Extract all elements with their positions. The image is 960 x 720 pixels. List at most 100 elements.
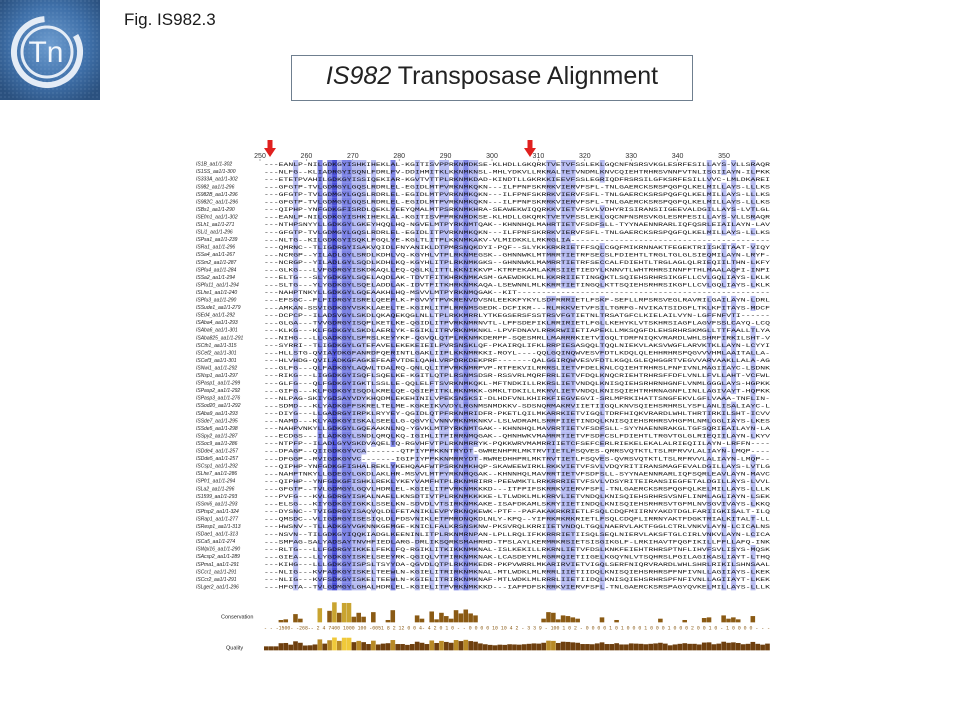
residue-shade xyxy=(341,348,347,357)
ruler-tick-label: 320 xyxy=(579,153,591,160)
residue-shade xyxy=(327,197,333,206)
quality-bar xyxy=(648,643,654,651)
residue-shade xyxy=(293,348,299,357)
residue-shade xyxy=(551,469,557,478)
residue-shade xyxy=(706,582,712,591)
residue-shade xyxy=(371,311,377,319)
sequence-text: ---ELTG---SLYGDKGYLSQELAQDLAK-TDVTFITKHR… xyxy=(264,274,771,281)
residue-shade xyxy=(346,552,352,561)
residue-shade xyxy=(332,333,338,342)
residue-shade xyxy=(444,378,450,387)
residue-shade xyxy=(341,545,347,553)
residue-shade xyxy=(463,258,469,266)
residue-shade xyxy=(551,371,557,379)
residue-shade xyxy=(750,545,756,553)
residue-shade xyxy=(361,499,367,508)
conservation-track: Conservation xyxy=(221,602,756,623)
quality-bar xyxy=(478,643,483,651)
residue-shade xyxy=(317,371,323,379)
residue-shade xyxy=(414,341,420,349)
quality-bar xyxy=(458,641,464,651)
quality-bar xyxy=(755,643,761,651)
residue-shade xyxy=(371,318,377,327)
quality-bar xyxy=(453,640,459,651)
residue-shade xyxy=(293,182,299,191)
residue-shade xyxy=(473,378,479,387)
residue-shade xyxy=(332,295,338,304)
residue-shade xyxy=(750,552,756,561)
residue-shade xyxy=(546,250,552,259)
residue-shade xyxy=(560,182,566,191)
residue-shade xyxy=(546,424,552,432)
residue-shade xyxy=(361,386,367,395)
residue-shade xyxy=(750,258,756,266)
residue-shade xyxy=(706,537,712,546)
residue-shade xyxy=(429,182,435,191)
residue-shade xyxy=(551,386,557,395)
sequence-text: ---ECDGS---ILADKGYLSNDLQRQLKQ-IGIHLITPIR… xyxy=(264,433,771,440)
residue-shade xyxy=(356,182,362,191)
residue-shade xyxy=(336,424,342,432)
residue-shade xyxy=(429,303,435,311)
residue-shade xyxy=(750,295,756,304)
residue-shade xyxy=(346,522,352,530)
residue-shade xyxy=(546,182,552,191)
sequence-id: ISPfu11_aa1/1-294 xyxy=(196,282,239,288)
residue-shade xyxy=(721,454,727,462)
residue-shade xyxy=(346,326,352,334)
residue-shade xyxy=(731,326,737,334)
residue-shade xyxy=(570,394,576,402)
residue-shade xyxy=(546,537,552,546)
residue-shade xyxy=(346,273,352,281)
residue-shade xyxy=(293,499,299,508)
residue-shade xyxy=(546,409,552,417)
residue-shade xyxy=(599,378,605,387)
sequence-text: ---ETETPVAHILGDKGYISSIQEKIAR-KGVTVTTPLRK… xyxy=(264,176,770,183)
sequence-text: ---NLIG---KVFADKGYISKELTEEWLN-KGIELITRIR… xyxy=(264,569,771,576)
residue-shade xyxy=(463,582,469,591)
residue-shade xyxy=(706,243,712,251)
residue-shade xyxy=(439,409,445,417)
sequence-id: ISPma1_aa1/1-291 xyxy=(196,562,239,568)
residue-shade xyxy=(565,484,571,493)
conservation-bar xyxy=(385,619,391,623)
residue-shade xyxy=(731,492,737,500)
residue-shade xyxy=(570,462,576,470)
residue-shade xyxy=(706,273,712,281)
residue-shade xyxy=(293,167,299,176)
residue-shade xyxy=(336,243,342,251)
sequence-id: ISCth1_aa1/1-315 xyxy=(196,343,237,349)
residue-shade xyxy=(599,212,605,221)
sequence-id: ISSa2_aa1/1-294 xyxy=(196,275,235,281)
residue-shade xyxy=(565,250,571,259)
residue-shade xyxy=(468,514,474,523)
residue-shade xyxy=(439,522,445,530)
residue-shade xyxy=(453,243,459,251)
quality-bar xyxy=(502,644,508,651)
residue-shade xyxy=(560,212,566,221)
residue-shade xyxy=(346,227,352,236)
residue-shade xyxy=(444,311,450,319)
residue-shade xyxy=(463,439,469,447)
residue-shade xyxy=(453,552,459,561)
residue-shade xyxy=(361,514,367,523)
residue-shade xyxy=(346,303,352,311)
quality-bar xyxy=(264,646,269,651)
residue-shade xyxy=(463,280,469,289)
sequence-id: ISPfr1_aa1/1-294 xyxy=(196,479,235,485)
residue-shade xyxy=(473,250,479,259)
residue-shade xyxy=(439,567,445,576)
residue-shade xyxy=(439,175,445,183)
residue-shade xyxy=(565,303,571,311)
residue-shade xyxy=(356,326,362,334)
sequence-id: ISSde7_aa1/1-295 xyxy=(196,418,238,424)
residue-shade xyxy=(473,212,479,221)
residue-shade xyxy=(414,273,420,281)
residue-shade xyxy=(361,371,367,379)
residue-shade xyxy=(390,439,396,447)
residue-shade xyxy=(351,175,357,183)
residue-shade xyxy=(327,160,333,168)
residue-shade xyxy=(468,492,474,500)
residue-shade xyxy=(293,333,299,342)
quality-bar xyxy=(312,644,318,651)
